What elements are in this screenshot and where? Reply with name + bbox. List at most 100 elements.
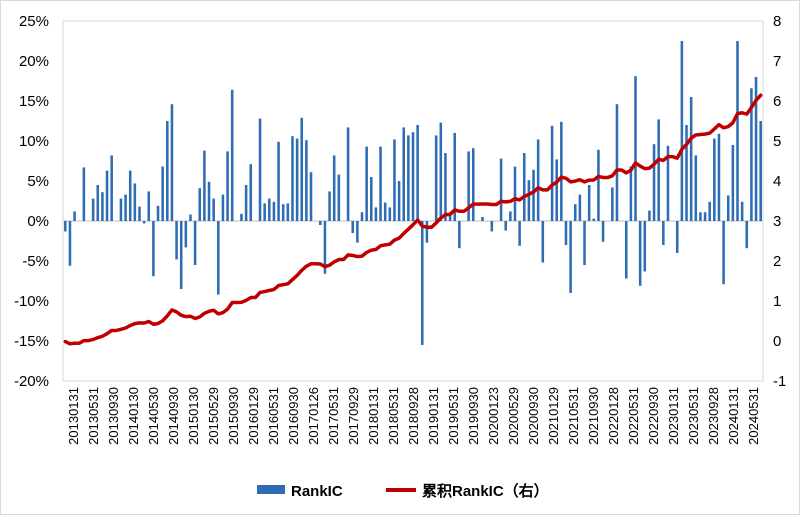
bar-rankic: [207, 181, 211, 221]
bar-rankic: [448, 215, 452, 221]
bar-rankic: [750, 88, 753, 221]
bar-rankic: [522, 153, 526, 221]
x-tick-label: 20220930: [646, 387, 661, 445]
bar-rankic: [662, 221, 665, 245]
bar-rankic: [731, 145, 735, 221]
bar-rankic: [244, 185, 248, 221]
bar-rankic: [583, 221, 586, 265]
bar-rankic: [592, 218, 596, 221]
bar-rankic: [226, 151, 229, 221]
bar-rankic: [444, 153, 447, 221]
right-tick-label: 6: [773, 93, 781, 110]
bar-rankic: [717, 133, 721, 221]
bar-rankic: [685, 125, 688, 221]
bar-rankic: [411, 132, 415, 221]
bar-rankic: [388, 207, 392, 221]
x-tick-label: 20160531: [266, 387, 281, 445]
x-tick-label: 20230131: [666, 387, 681, 445]
bar-rankic: [323, 221, 327, 274]
bar-rankic: [281, 204, 285, 221]
bar-rankic: [597, 149, 600, 221]
bar-rankic: [648, 210, 651, 221]
right-tick-label: 7: [773, 53, 781, 70]
bar-rankic: [578, 194, 582, 221]
bar-rankic: [272, 201, 276, 221]
x-tick-label: 20140130: [126, 387, 141, 445]
bar-rankic: [175, 221, 178, 260]
right-tick-label: 5: [773, 133, 781, 150]
bar-rankic: [532, 169, 535, 221]
bar-rankic: [212, 198, 215, 221]
bar-rankic: [481, 217, 484, 221]
x-tick-label: 20210531: [566, 387, 581, 445]
x-tick-label: 20210129: [546, 387, 561, 445]
bar-series-rankic: [64, 41, 762, 345]
bar-rankic: [152, 221, 155, 277]
left-tick-label: 15%: [19, 93, 49, 110]
bar-rankic: [166, 121, 169, 221]
right-tick-label: 1: [773, 293, 781, 310]
bar-rankic: [615, 104, 619, 221]
plot-area-border: [62, 20, 764, 382]
bar-rankic: [745, 221, 749, 249]
bar-rankic: [397, 181, 401, 221]
bar-rankic: [453, 133, 456, 221]
x-tick-label: 20160129: [246, 387, 261, 445]
legend-swatch-bar: [257, 485, 285, 494]
bar-rankic: [96, 185, 100, 221]
x-tick-label: 20230928: [706, 387, 721, 445]
bar-rankic: [351, 221, 355, 233]
x-tick-label: 20160930: [286, 387, 301, 445]
legend-label: 累积RankIC（右）: [422, 482, 549, 500]
right-tick-label: 0: [773, 333, 781, 350]
bar-rankic: [379, 146, 382, 221]
bar-rankic: [402, 127, 405, 221]
bar-rankic: [601, 221, 605, 242]
bar-rankic: [467, 151, 470, 221]
bar-rankic: [277, 141, 280, 221]
line-cumulative-rankic: [63, 93, 763, 346]
bar-rankic: [759, 121, 762, 221]
bar-rankic: [142, 221, 146, 224]
bar-rankic: [240, 213, 243, 221]
bar-rankic: [286, 203, 290, 221]
bar-rankic: [374, 207, 378, 221]
bar-rankic: [638, 221, 642, 286]
bar-rankic: [555, 159, 558, 221]
bar-rankic: [624, 221, 628, 279]
x-tick-label: 20220128: [606, 387, 621, 445]
bar-rankic: [754, 77, 758, 221]
bar-rankic: [179, 221, 183, 289]
bar-rankic: [722, 221, 725, 285]
bar-rankic: [184, 221, 188, 248]
bar-rankic: [573, 204, 577, 221]
x-tick-label: 20150130: [186, 387, 201, 445]
bar-rankic: [490, 221, 494, 232]
bar-rankic: [161, 166, 164, 221]
bar-rankic: [518, 221, 521, 246]
bar-rankic: [560, 121, 563, 221]
right-tick-label: 3: [773, 213, 781, 230]
legend-label: RankIC: [291, 483, 343, 500]
bar-rankic: [258, 118, 262, 221]
x-tick-label: 20180531: [386, 387, 401, 445]
x-tick-label: 20130930: [106, 387, 121, 445]
bar-rankic: [268, 198, 271, 221]
bar-rankic: [110, 155, 113, 221]
right-tick-label: 4: [773, 173, 781, 190]
bar-rankic: [407, 135, 410, 221]
bar-rankic: [198, 188, 202, 221]
bar-rankic: [527, 180, 531, 221]
bar-rankic: [499, 158, 503, 221]
bar-rankic: [587, 185, 591, 221]
bar-rankic: [458, 221, 461, 249]
bar-rankic: [740, 201, 744, 221]
bar-rankic: [193, 221, 197, 265]
bar-rankic: [393, 139, 396, 221]
bar-rankic: [703, 212, 707, 221]
bar-rankic: [666, 145, 670, 221]
bar-rankic: [319, 221, 322, 225]
bar-rankic: [629, 166, 633, 221]
bar-rankic: [217, 221, 220, 295]
left-tick-label: 25%: [19, 13, 49, 30]
